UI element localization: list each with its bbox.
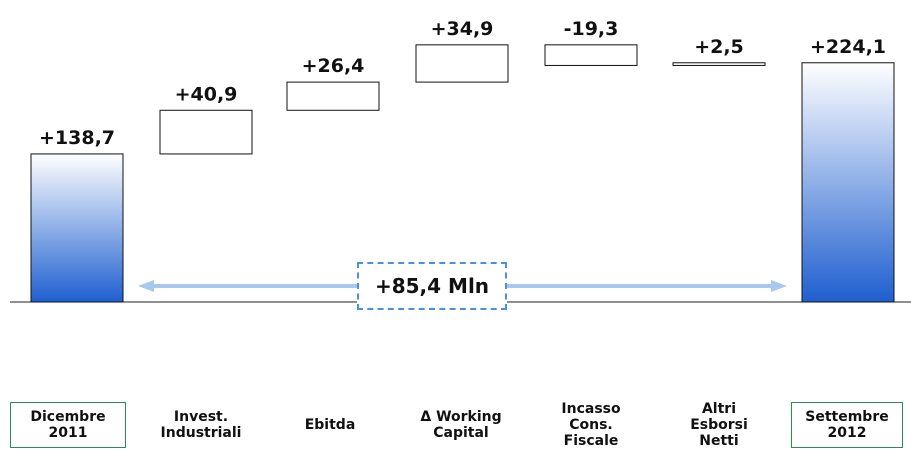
bar-1 — [30, 153, 124, 303]
data-label-4: +34,9 — [431, 18, 494, 40]
bar-2 — [159, 109, 253, 155]
category-label-7: Settembre 2012 — [791, 402, 903, 448]
data-label-1: +138,7 — [39, 127, 115, 149]
bar-4 — [415, 44, 509, 83]
data-label-3: +26,4 — [302, 55, 365, 77]
total-change-label: +85,4 Mln — [357, 262, 507, 310]
category-label-1: Dicembre 2011 — [10, 402, 126, 448]
bar-6 — [672, 62, 766, 66]
data-label-6: +2,5 — [694, 36, 744, 58]
category-label-6: Altri Esborsi Netti — [690, 401, 748, 449]
category-label-5: Incasso Cons. Fiscale — [561, 401, 621, 449]
data-label-7: +224,1 — [810, 36, 886, 58]
category-label-3: Ebitda — [304, 417, 356, 433]
bar-5 — [544, 44, 638, 66]
data-label-5: -19,3 — [564, 18, 619, 40]
bar-7 — [801, 62, 895, 303]
category-label-4: Δ Working Capital — [420, 409, 502, 441]
bar-3 — [286, 81, 380, 111]
data-label-2: +40,9 — [175, 83, 238, 105]
category-label-2: Invest. Industriali — [160, 409, 242, 441]
